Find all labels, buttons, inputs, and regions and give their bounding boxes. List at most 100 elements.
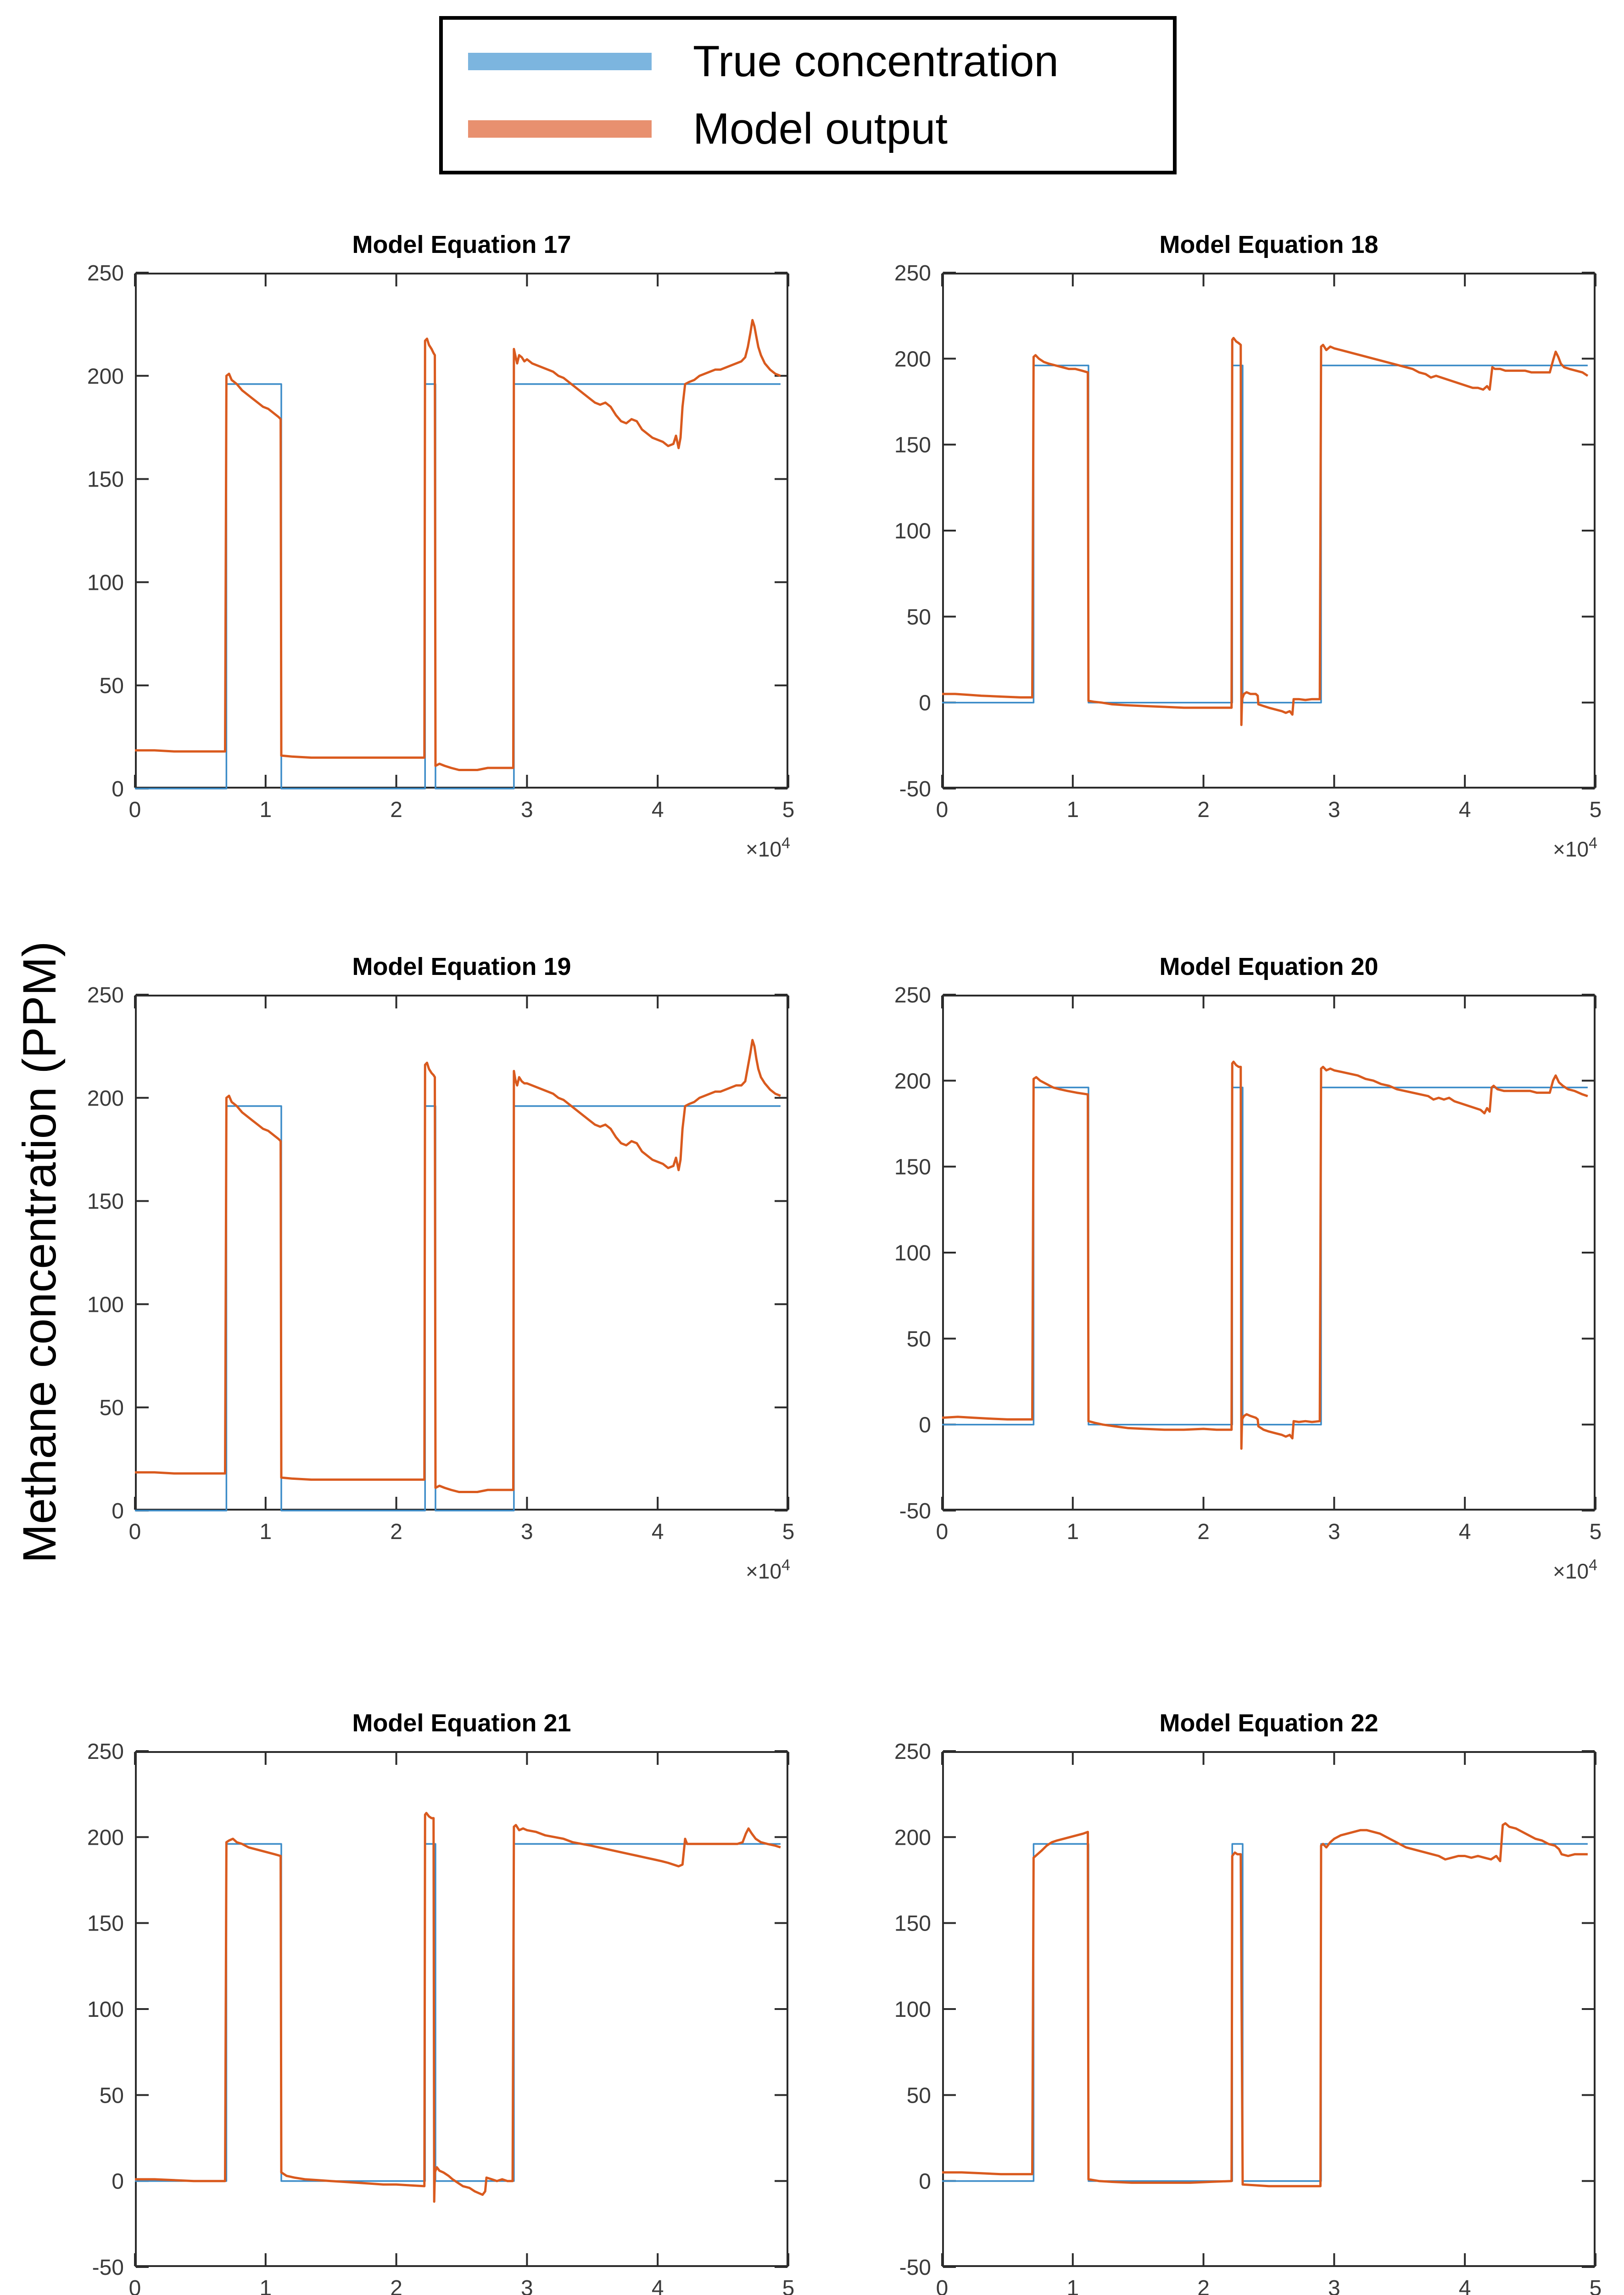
y-axis-label: Methane concentration (PPM) bbox=[13, 941, 66, 1563]
subplot-model-equation-20: Model Equation 20 0 1 2 3 4 5 -50 0 50 100 150 200 2… bbox=[894, 953, 1602, 1583]
svg-text:-50: -50 bbox=[899, 2256, 931, 2280]
subplot-model-equation-17: Model Equation 17 0 1 2 3 4 5 0 50 100 150 200 250 ×… bbox=[87, 231, 794, 861]
svg-text:100: 100 bbox=[894, 1998, 931, 2022]
svg-text:100: 100 bbox=[87, 1293, 124, 1317]
svg-text:4: 4 bbox=[652, 1520, 664, 1544]
svg-text:0: 0 bbox=[129, 798, 141, 822]
svg-text:0: 0 bbox=[112, 777, 124, 801]
svg-text:50: 50 bbox=[907, 1327, 931, 1351]
legend: True concentration Model output bbox=[439, 16, 1177, 174]
svg-text:250: 250 bbox=[87, 983, 124, 1008]
svg-text:2: 2 bbox=[390, 2276, 402, 2295]
svg-text:4: 4 bbox=[1459, 798, 1471, 822]
svg-text:-50: -50 bbox=[92, 2256, 124, 2280]
svg-text:0: 0 bbox=[112, 2170, 124, 2194]
svg-text:150: 150 bbox=[87, 1912, 124, 1936]
svg-text:2: 2 bbox=[1197, 1520, 1210, 1544]
svg-text:150: 150 bbox=[87, 1190, 124, 1214]
svg-text:150: 150 bbox=[894, 433, 931, 458]
svg-text:5: 5 bbox=[782, 2276, 795, 2295]
svg-text:0: 0 bbox=[936, 2276, 949, 2295]
svg-text:250: 250 bbox=[894, 983, 931, 1008]
svg-text:2: 2 bbox=[390, 798, 402, 822]
svg-text:200: 200 bbox=[894, 1825, 931, 1850]
svg-text:3: 3 bbox=[521, 2276, 533, 2295]
svg-text:1: 1 bbox=[259, 1520, 272, 1544]
svg-text:0: 0 bbox=[936, 1520, 949, 1544]
svg-text:1: 1 bbox=[1066, 1520, 1079, 1544]
subplot-model-equation-22: Model Equation 22 0 1 2 3 4 5 -50 0 50 100 150 200 2… bbox=[894, 1709, 1602, 2295]
legend-item-true-concentration: True concentration bbox=[443, 36, 1173, 87]
svg-text:150: 150 bbox=[894, 1912, 931, 1936]
subplot-model-equation-19: Model Equation 19 0 1 2 3 4 5 0 50 100 150 200 250 ×… bbox=[87, 953, 794, 1583]
svg-text:1: 1 bbox=[259, 798, 272, 822]
svg-text:-50: -50 bbox=[899, 1499, 931, 1523]
svg-text:-50: -50 bbox=[899, 777, 931, 801]
svg-text:50: 50 bbox=[907, 2083, 931, 2108]
svg-text:5: 5 bbox=[1590, 1520, 1602, 1544]
svg-text:100: 100 bbox=[894, 1241, 931, 1265]
svg-text:×104: ×104 bbox=[746, 834, 790, 861]
legend-item-model-output: Model output bbox=[443, 104, 1173, 154]
subplot-title: Model Equation 22 bbox=[1159, 1709, 1378, 1737]
svg-text:200: 200 bbox=[87, 1825, 124, 1850]
svg-text:0: 0 bbox=[936, 798, 949, 822]
svg-text:0: 0 bbox=[129, 1520, 141, 1544]
svg-text:150: 150 bbox=[894, 1155, 931, 1180]
svg-text:1: 1 bbox=[1066, 2276, 1079, 2295]
subplot-title: Model Equation 20 bbox=[1159, 953, 1378, 980]
legend-swatch-model-output bbox=[468, 120, 652, 138]
subplot-title: Model Equation 18 bbox=[1159, 231, 1378, 258]
svg-text:100: 100 bbox=[894, 519, 931, 543]
svg-text:50: 50 bbox=[100, 2083, 124, 2108]
svg-text:5: 5 bbox=[782, 1520, 795, 1544]
subplot-model-equation-18: Model Equation 18 0 1 2 3 4 5 -50 0 50 100 150 200 2… bbox=[894, 231, 1602, 861]
svg-text:5: 5 bbox=[1590, 798, 1602, 822]
svg-text:×104: ×104 bbox=[1553, 1556, 1597, 1583]
svg-text:50: 50 bbox=[907, 605, 931, 629]
svg-text:200: 200 bbox=[87, 1086, 124, 1111]
svg-text:4: 4 bbox=[652, 2276, 664, 2295]
subplot-title: Model Equation 21 bbox=[352, 1709, 571, 1737]
legend-swatch-true-concentration bbox=[468, 53, 652, 71]
svg-text:50: 50 bbox=[100, 674, 124, 698]
svg-text:3: 3 bbox=[521, 1520, 533, 1544]
legend-label-model-output: Model output bbox=[693, 104, 948, 153]
legend-label-true-concentration: True concentration bbox=[693, 37, 1059, 86]
svg-text:0: 0 bbox=[919, 691, 931, 716]
subplot-model-equation-21: Model Equation 21 0 1 2 3 4 5 -50 0 50 100 150 200 2… bbox=[87, 1709, 794, 2295]
svg-text:1: 1 bbox=[1066, 798, 1079, 822]
svg-text:100: 100 bbox=[87, 1998, 124, 2022]
svg-text:200: 200 bbox=[894, 347, 931, 371]
subplot-title: Model Equation 19 bbox=[352, 953, 571, 980]
svg-text:250: 250 bbox=[87, 1740, 124, 1764]
svg-text:100: 100 bbox=[87, 571, 124, 595]
svg-text:2: 2 bbox=[1197, 2276, 1210, 2295]
svg-text:3: 3 bbox=[1328, 798, 1340, 822]
svg-text:2: 2 bbox=[390, 1520, 402, 1544]
svg-text:4: 4 bbox=[1459, 1520, 1471, 1544]
svg-text:×104: ×104 bbox=[1553, 834, 1597, 861]
svg-text:0: 0 bbox=[112, 1499, 124, 1523]
svg-text:3: 3 bbox=[1328, 1520, 1340, 1544]
svg-text:1: 1 bbox=[259, 2276, 272, 2295]
svg-text:2: 2 bbox=[1197, 798, 1210, 822]
svg-text:4: 4 bbox=[652, 798, 664, 822]
svg-text:0: 0 bbox=[919, 1413, 931, 1438]
svg-text:3: 3 bbox=[521, 798, 533, 822]
svg-text:0: 0 bbox=[129, 2276, 141, 2295]
svg-text:4: 4 bbox=[1459, 2276, 1471, 2295]
svg-text:0: 0 bbox=[919, 2170, 931, 2194]
svg-text:5: 5 bbox=[1590, 2276, 1602, 2295]
svg-text:250: 250 bbox=[87, 261, 124, 285]
svg-text:5: 5 bbox=[782, 798, 795, 822]
subplot-title: Model Equation 17 bbox=[352, 231, 571, 258]
svg-text:200: 200 bbox=[894, 1069, 931, 1093]
svg-text:3: 3 bbox=[1328, 2276, 1340, 2295]
